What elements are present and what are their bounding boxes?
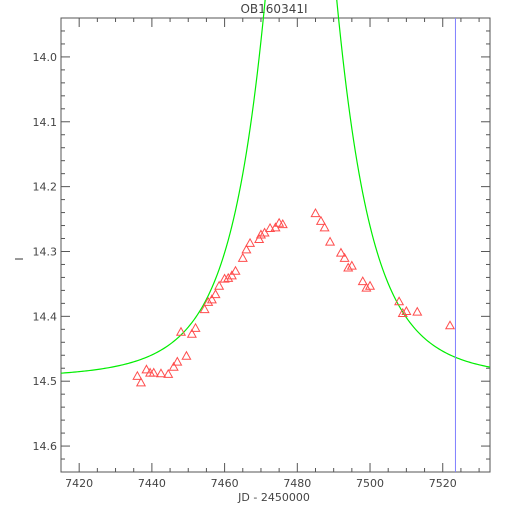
data-point [241, 244, 252, 254]
data-point [199, 303, 210, 314]
data-point [214, 280, 225, 290]
plot-frame [60, 17, 491, 473]
data-point [315, 215, 326, 225]
data-point [343, 262, 354, 272]
data-point [264, 222, 276, 232]
data-point [245, 237, 256, 247]
data-point [190, 322, 201, 332]
y-tick-label: 14.6 [33, 440, 58, 453]
data-point [163, 368, 174, 378]
data-point [135, 377, 147, 387]
data-point [259, 227, 270, 237]
data-point [335, 247, 346, 257]
y-tick-label: 14.5 [33, 375, 58, 388]
data-point [255, 229, 267, 239]
data-point [219, 273, 230, 283]
y-tick-label: 14.1 [33, 116, 58, 129]
data-point [223, 272, 234, 282]
data-point [401, 305, 412, 316]
data-point [148, 367, 159, 377]
data-point [186, 328, 197, 338]
data-point [397, 307, 408, 317]
y-axis-label: I [13, 257, 26, 260]
data-point [181, 350, 192, 360]
data-point [155, 368, 167, 378]
model-curve [60, 0, 491, 374]
chart-title: OB160341I [240, 2, 307, 16]
data-point [175, 326, 187, 336]
data-point [237, 252, 248, 262]
data-point [172, 356, 183, 366]
data-point [364, 280, 376, 290]
data-point [270, 222, 281, 232]
x-axis-label: JD - 2450000 [237, 491, 310, 504]
x-tick-label: 7460 [211, 477, 239, 490]
data-point [132, 370, 143, 380]
data-point [310, 207, 321, 218]
data-point [141, 364, 152, 374]
x-tick-label: 7440 [138, 477, 166, 490]
data-point [226, 270, 237, 280]
data-point [319, 222, 330, 232]
data-point [254, 233, 265, 244]
y-tick-label: 14.3 [33, 245, 58, 258]
data-point [203, 296, 214, 306]
data-point [206, 294, 217, 304]
y-tick-label: 14.4 [33, 310, 58, 323]
data-point [230, 265, 241, 275]
axes: 7420 7440 7460 7480 7500 7520 14.0 14.1 14.2 14.3… [33, 17, 491, 490]
x-tick-label: 7420 [65, 477, 93, 490]
data-point [168, 361, 179, 371]
data-point [444, 320, 456, 330]
data-point [361, 282, 372, 292]
x-tick-label: 7500 [356, 477, 384, 490]
data-point [339, 252, 350, 262]
x-tick-label: 7480 [283, 477, 311, 490]
data-point [394, 296, 405, 306]
data-point [324, 236, 336, 246]
data-point [357, 276, 368, 286]
data-points-layer [132, 207, 456, 387]
data-point [210, 289, 221, 299]
x-tick-label: 7520 [429, 477, 457, 490]
data-point [412, 306, 423, 316]
y-tick-label: 14.2 [33, 181, 58, 194]
model-curve-layer [60, 0, 491, 374]
data-point [346, 260, 357, 270]
y-tick-label: 14.0 [33, 51, 58, 64]
data-point [277, 219, 288, 229]
